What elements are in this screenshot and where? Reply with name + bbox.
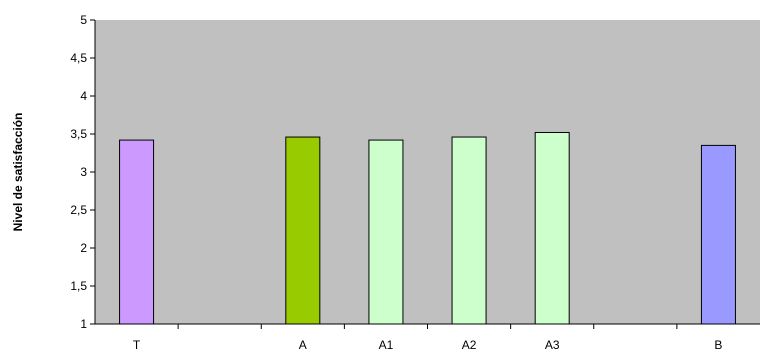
- y-tick-label: 4: [80, 89, 87, 103]
- y-tick-label: 3,5: [70, 127, 87, 141]
- x-tick-label: B: [714, 338, 722, 352]
- y-tick-label: 2,5: [70, 203, 87, 217]
- x-tick-label: A3: [545, 338, 560, 352]
- bar-a2: [451, 136, 487, 325]
- bar-a1: [368, 139, 404, 325]
- y-axis: 1 1,5 2 2,5 3 3,5 4 4,5 5: [70, 13, 96, 331]
- x-tick-label: A2: [462, 338, 477, 352]
- y-tick-label: 5: [80, 13, 87, 27]
- y-tick-label: 3: [80, 165, 87, 179]
- y-tick-label: 1: [80, 317, 87, 331]
- bar-b: [700, 144, 736, 325]
- y-tick-label: 2: [80, 241, 87, 255]
- y-tick-label: 4,5: [70, 51, 87, 65]
- plot-area: [95, 20, 760, 324]
- x-tick-label: A1: [379, 338, 394, 352]
- bar-t: [119, 139, 155, 325]
- x-tick-label: A: [299, 338, 307, 352]
- y-axis-title: Nivel de satisfacción: [11, 113, 25, 232]
- bar-a: [285, 136, 321, 325]
- bars-layer: [119, 131, 736, 325]
- y-tick-label: 1,5: [70, 279, 87, 293]
- x-axis: T A A1 A2 A3 B: [95, 323, 760, 352]
- x-tick-label: T: [133, 338, 141, 352]
- bar-a3: [534, 131, 570, 325]
